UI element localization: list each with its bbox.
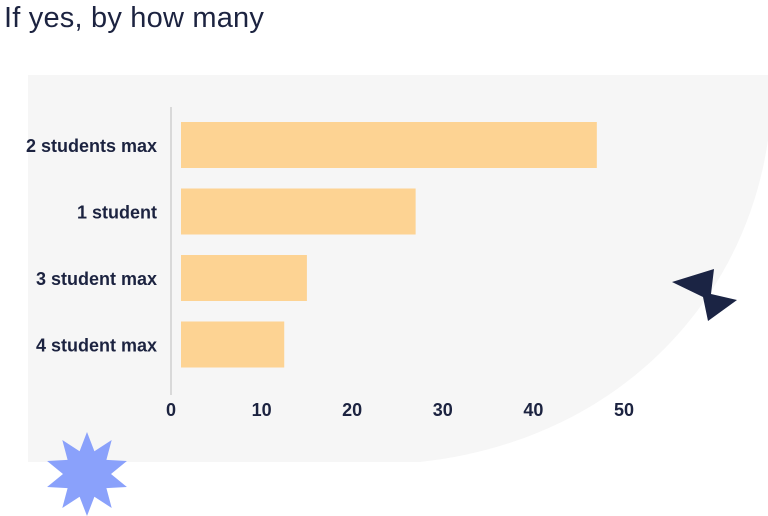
category-label-1: 2 students max — [26, 136, 157, 156]
bar-4 — [181, 321, 285, 368]
category-label-2: 1 student — [77, 203, 157, 223]
lightning-arrow-icon — [672, 269, 737, 321]
bars-group — [181, 122, 597, 368]
category-label-4: 4 student max — [36, 336, 157, 356]
x-tick-label-10: 10 — [252, 400, 272, 420]
tick-labels: 0 10 20 30 40 50 — [166, 400, 634, 420]
x-tick-label-0: 0 — [166, 400, 176, 420]
page-title: If yes, by how many — [4, 2, 265, 34]
bar-2 — [181, 188, 416, 235]
x-tick-label-40: 40 — [523, 400, 543, 420]
x-tick-label-50: 50 — [614, 400, 634, 420]
x-tick-label-20: 20 — [342, 400, 362, 420]
category-labels: 2 students max 1 student 3 student max 4 st… — [26, 136, 157, 356]
x-tick-label-30: 30 — [433, 400, 453, 420]
category-label-3: 3 student max — [36, 269, 157, 289]
bar-3 — [181, 255, 307, 301]
bar-1 — [181, 122, 597, 168]
star-burst-icon — [47, 432, 127, 516]
